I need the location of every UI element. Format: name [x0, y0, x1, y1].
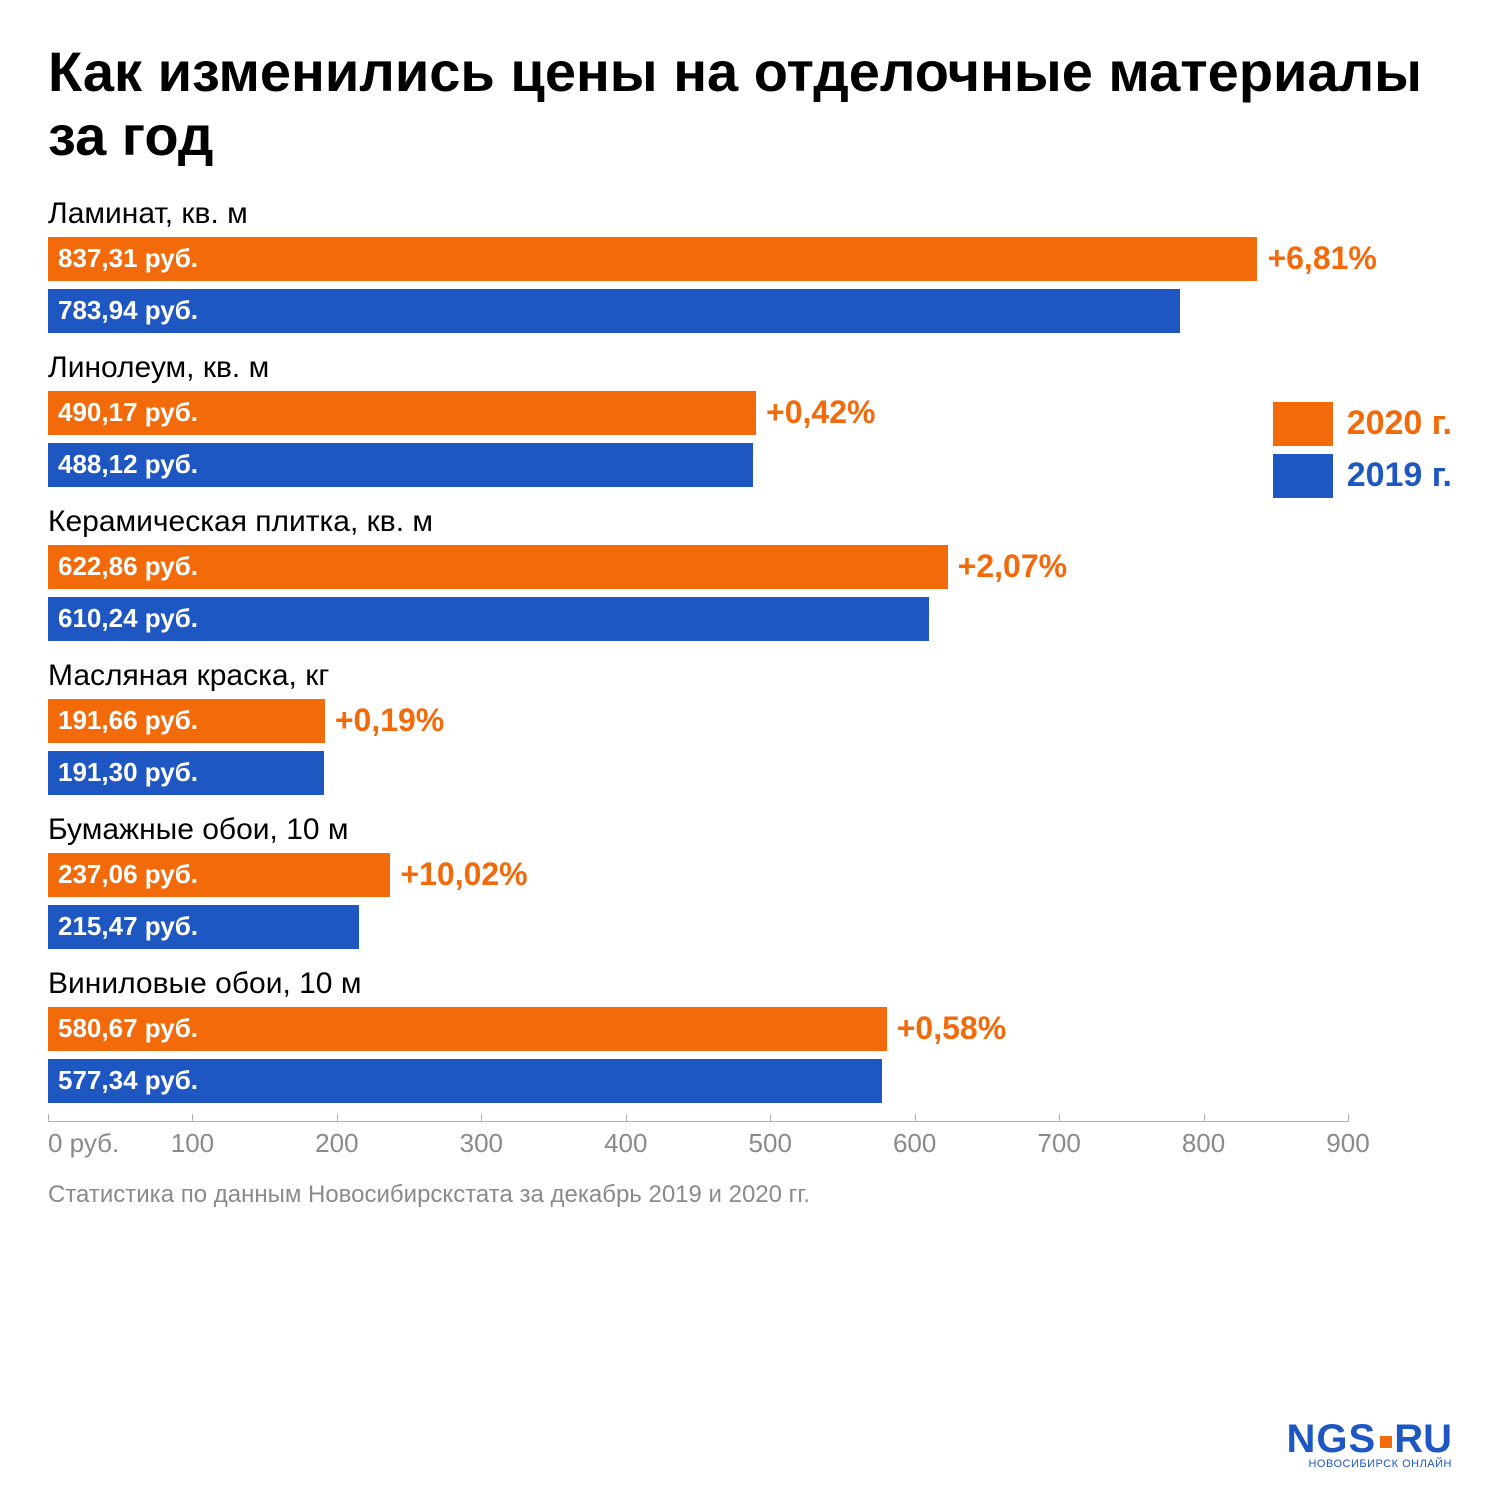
delta-label: +0,19% [325, 699, 444, 743]
logo-dot-icon [1380, 1436, 1392, 1448]
bar-row-2019: 610,24 руб. [48, 597, 1452, 641]
axis-tick [1348, 1114, 1349, 1122]
bar-2020: 490,17 руб. [48, 391, 756, 435]
source-note: Статистика по данным Новосибирскстата за… [48, 1181, 1452, 1209]
axis-tick [1059, 1114, 1060, 1122]
axis-tick-label: 200 [315, 1128, 358, 1159]
delta-label: +10,02% [390, 853, 527, 897]
chart-area: 2020 г. 2019 г. Ламинат, кв. м837,31 руб… [48, 197, 1452, 1171]
axis-tick-label: 800 [1182, 1128, 1225, 1159]
group-label: Бумажные обои, 10 м [48, 813, 1452, 847]
axis-tick [626, 1114, 627, 1122]
bar-row-2019: 191,30 руб. [48, 751, 1452, 795]
bar-group: Ламинат, кв. м 837,31 руб.+6,81% 783,94 ру… [48, 197, 1452, 333]
bar-row-2019: 783,94 руб. [48, 289, 1452, 333]
delta-label: +2,07% [948, 545, 1067, 589]
bar-row-2020: 622,86 руб.+2,07% [48, 545, 1452, 589]
bar-2019: 577,34 руб. [48, 1059, 882, 1103]
axis-tick [337, 1114, 338, 1122]
logo-ru-text: RU [1394, 1417, 1452, 1461]
axis-tick-label: 300 [460, 1128, 503, 1159]
group-label: Линолеум, кв. м [48, 351, 1452, 385]
bar-2019: 488,12 руб. [48, 443, 753, 487]
x-axis: 0 руб.100200300400500600700800900 [48, 1121, 1348, 1171]
axis-tick [770, 1114, 771, 1122]
bar-group: Масляная краска, кг191,66 руб.+0,19%191,… [48, 659, 1452, 795]
delta-label: +0,58% [887, 1007, 1006, 1051]
axis-tick-label: 0 руб. [48, 1128, 119, 1159]
chart-title: Как изменились цены на отделочные матери… [48, 40, 1452, 169]
bar-row-2020: 490,17 руб.+0,42% [48, 391, 1452, 435]
bar-row-2019: 215,47 руб. [48, 905, 1452, 949]
bar-row-2019: 488,12 руб. [48, 443, 1452, 487]
bar-group: Бумажные обои, 10 м 237,06 руб.+10,02% 215… [48, 813, 1452, 949]
axis-tick [192, 1114, 193, 1122]
axis-tick-label: 100 [171, 1128, 214, 1159]
logo-subtitle: НОВОСИБИРСК ОНЛАЙН [1287, 1458, 1452, 1470]
delta-label: +6,81% [1257, 237, 1376, 281]
axis-tick-label: 700 [1037, 1128, 1080, 1159]
bar-2020: 191,66 руб. [48, 699, 325, 743]
axis-tick [48, 1114, 49, 1122]
bar-2020: 237,06 руб. [48, 853, 390, 897]
bar-row-2020: 191,66 руб.+0,19% [48, 699, 1452, 743]
group-label: Виниловые обои, 10 м [48, 967, 1452, 1001]
axis-tick [1204, 1114, 1205, 1122]
bar-2019: 783,94 руб. [48, 289, 1180, 333]
bar-2019: 215,47 руб. [48, 905, 359, 949]
bar-2019: 610,24 руб. [48, 597, 929, 641]
bar-row-2020: 837,31 руб.+6,81% [48, 237, 1452, 281]
bar-2020: 837,31 руб. [48, 237, 1257, 281]
axis-tick [915, 1114, 916, 1122]
group-label: Ламинат, кв. м [48, 197, 1452, 231]
axis-tick-label: 400 [604, 1128, 647, 1159]
bar-row-2020: 237,06 руб.+10,02% [48, 853, 1452, 897]
axis-tick-label: 900 [1326, 1128, 1369, 1159]
axis-tick-label: 600 [893, 1128, 936, 1159]
bar-2019: 191,30 руб. [48, 751, 324, 795]
bar-2020: 580,67 руб. [48, 1007, 887, 1051]
axis-tick-label: 500 [749, 1128, 792, 1159]
bar-group: Линолеум, кв. м490,17 руб.+0,42%488,12 р… [48, 351, 1452, 487]
axis-tick [481, 1114, 482, 1122]
publisher-logo: NGS RU НОВОСИБИРСК ОНЛАЙН [1287, 1417, 1452, 1470]
delta-label: +0,42% [756, 391, 875, 435]
bar-group: Виниловые обои, 10 м580,67 руб.+0,58%577… [48, 967, 1452, 1103]
bar-group: Керамическая плитка, кв. м 622,86 руб.+2,… [48, 505, 1452, 641]
group-label: Керамическая плитка, кв. м [48, 505, 1452, 539]
bar-row-2020: 580,67 руб.+0,58% [48, 1007, 1452, 1051]
bar-row-2019: 577,34 руб. [48, 1059, 1452, 1103]
group-label: Масляная краска, кг [48, 659, 1452, 693]
bar-2020: 622,86 руб. [48, 545, 948, 589]
logo-ngs-text: NGS [1287, 1417, 1377, 1461]
